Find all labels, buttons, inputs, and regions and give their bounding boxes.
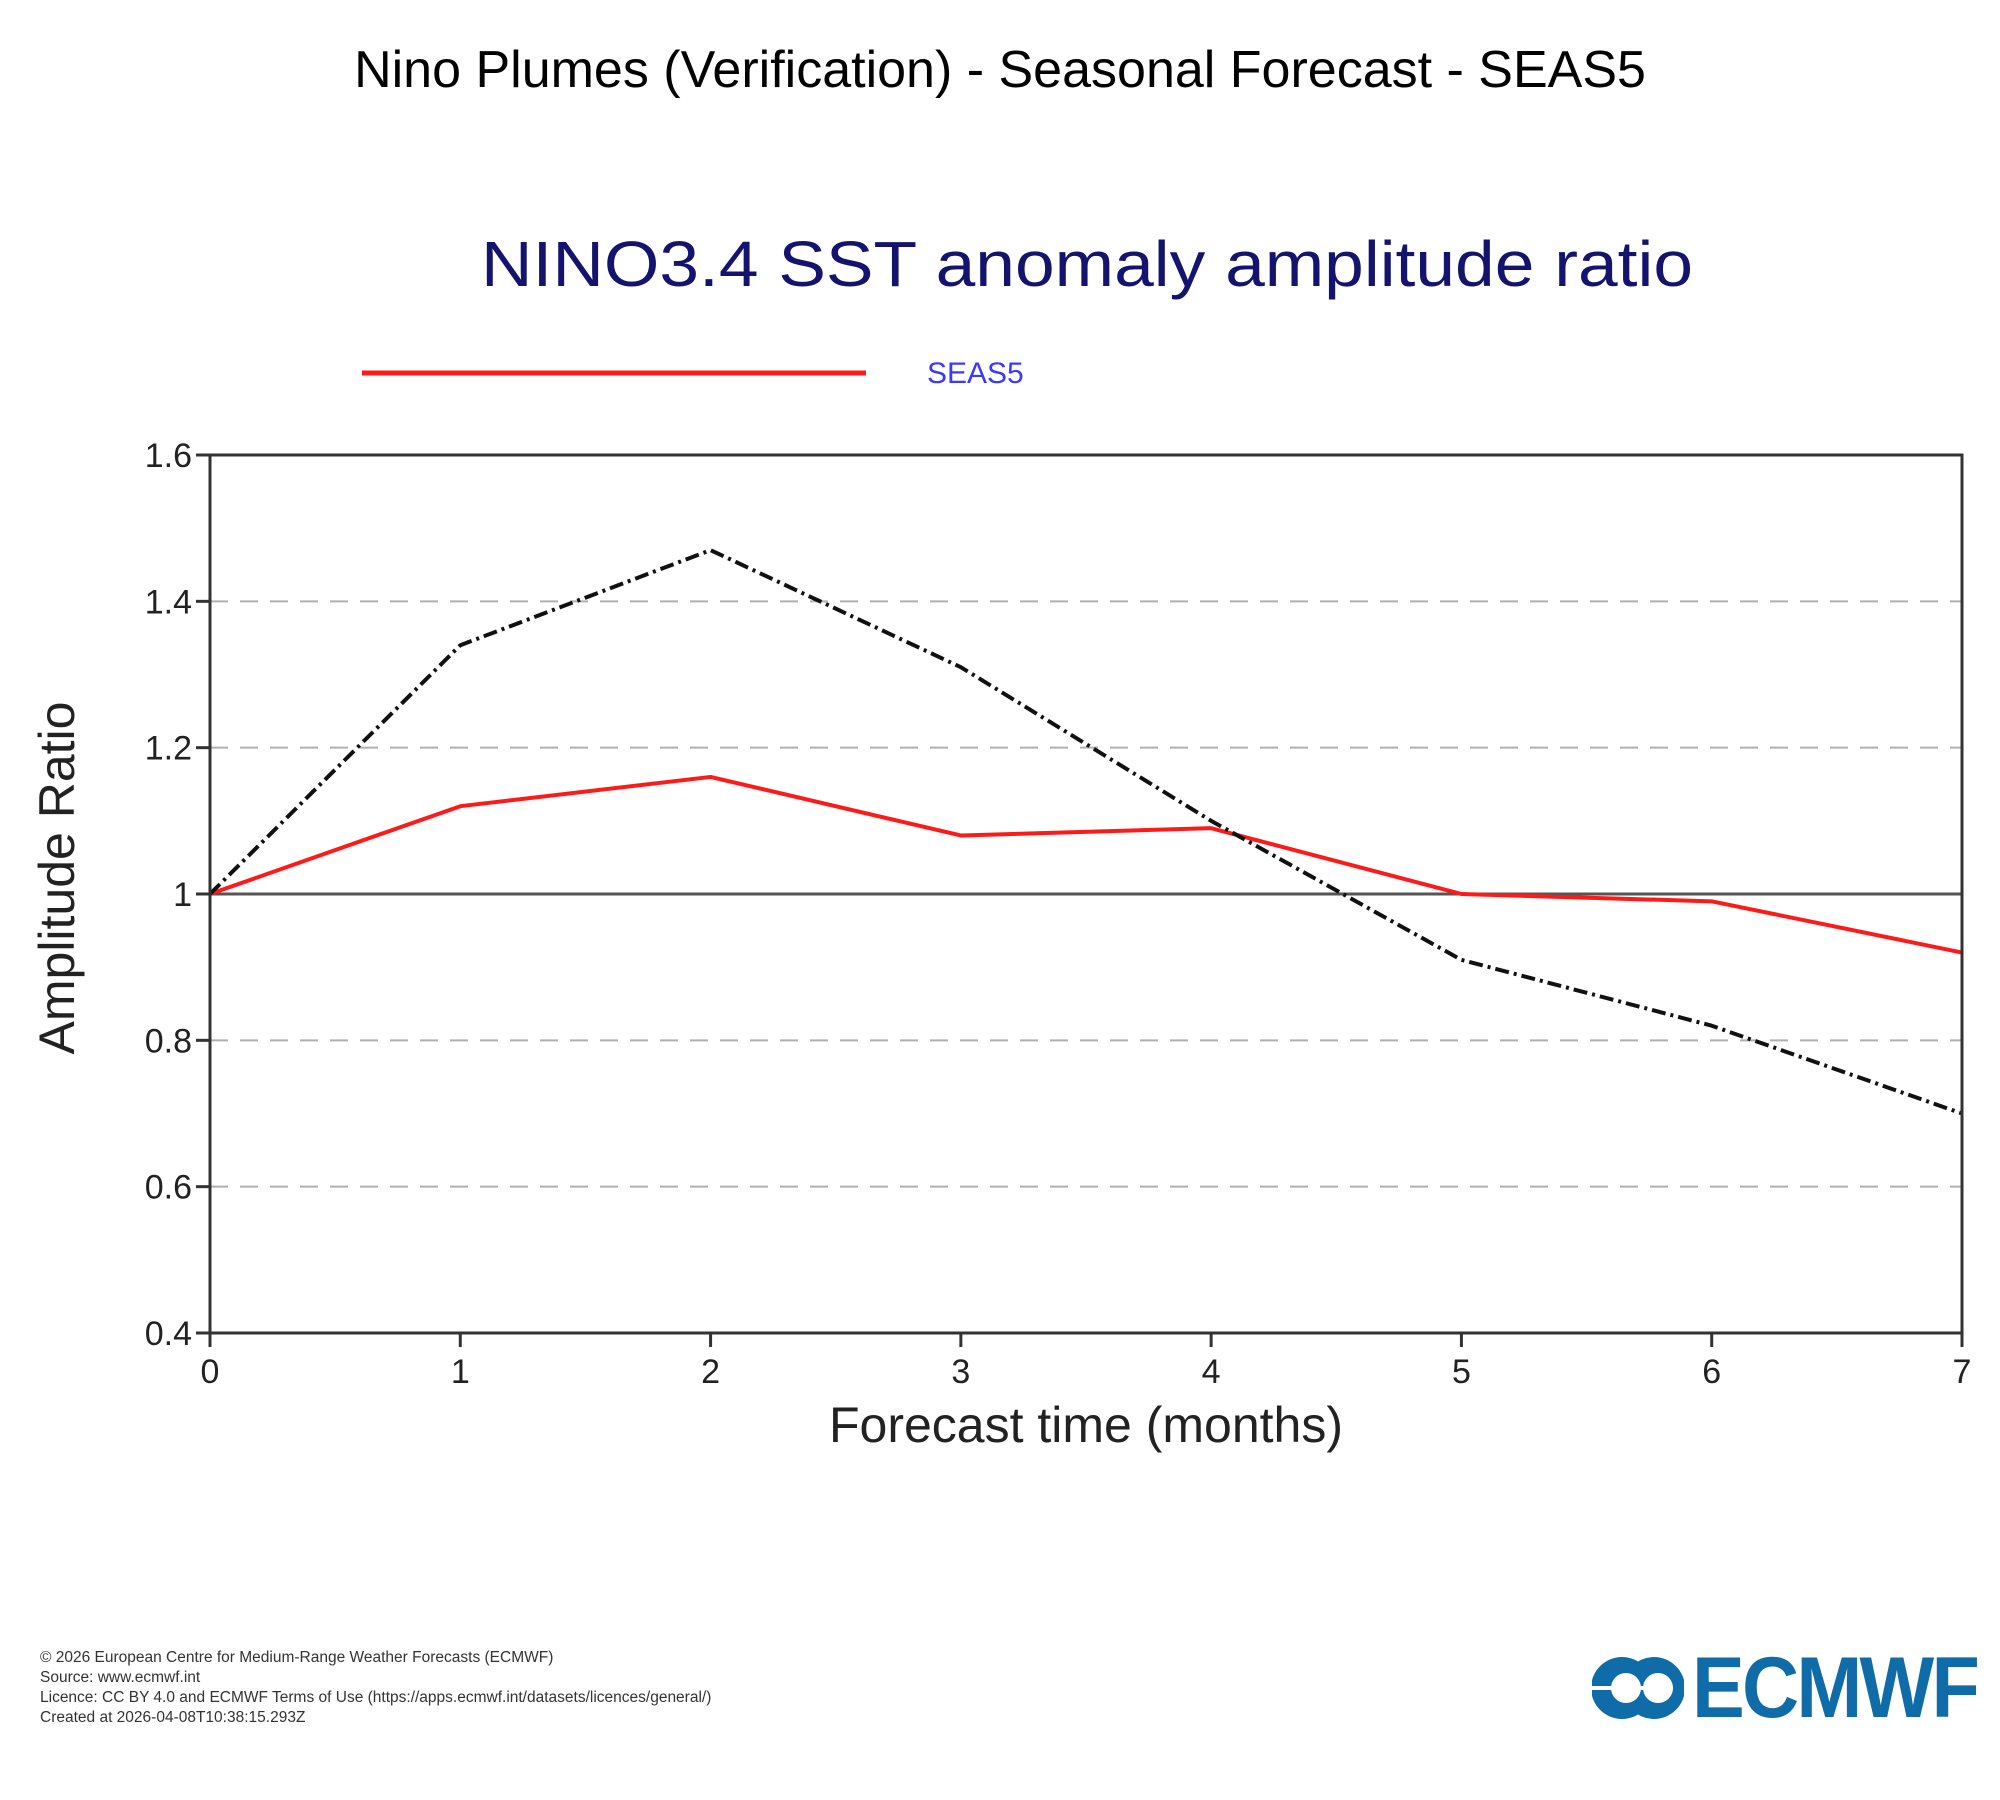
- licence-text: Licence: CC BY 4.0 and ECMWF Terms of Us…: [40, 1689, 712, 1706]
- chart: NINO3.4 SST anomaly amplitude ratio SEAS…: [29, 228, 1972, 1453]
- y-axis-ticks: 0.4 0.6 0.8 1 1.2 1.4 1.6: [145, 437, 210, 1353]
- ecmwf-logo: ECMWF: [1592, 1640, 2000, 1736]
- copyright-text: © 2026 European Centre for Medium-Range …: [40, 1649, 554, 1666]
- x-axis-label: Forecast time (months): [829, 1397, 1343, 1453]
- x-tick-label: 6: [1702, 1353, 1721, 1391]
- legend-label-seas5: SEAS5: [927, 357, 1024, 390]
- series-line-seas5: [209, 774, 1963, 955]
- y-tick-label: 1.4: [145, 583, 192, 621]
- x-tick-label: 1: [451, 1353, 470, 1391]
- y-axis-label: Amplitude Ratio: [29, 702, 85, 1055]
- source-text: Source: www.ecmwf.int: [40, 1669, 201, 1686]
- y-tick-label: 1: [173, 876, 192, 914]
- x-axis-ticks: 0 1 2 3 4 5 6 7: [201, 1333, 1972, 1391]
- x-tick-label: 5: [1452, 1353, 1471, 1391]
- y-tick-label: 1.2: [145, 730, 192, 768]
- footer: © 2026 European Centre for Medium-Range …: [40, 1648, 711, 1728]
- chart-title: NINO3.4 SST anomaly amplitude ratio: [481, 228, 1693, 300]
- x-tick-label: 4: [1202, 1353, 1221, 1391]
- gridlines: [210, 600, 1962, 1188]
- created-text: Created at 2026-04-08T10:38:15.293Z: [40, 1709, 306, 1726]
- series: [208, 548, 1963, 1116]
- x-tick-label: 7: [1953, 1353, 1972, 1391]
- y-tick-label: 1.6: [145, 437, 192, 475]
- y-tick-label: 0.8: [145, 1022, 192, 1060]
- y-tick-label: 0.4: [145, 1315, 192, 1353]
- logo-text: ECMWF: [1692, 1640, 1980, 1736]
- y-tick-label: 0.6: [145, 1169, 192, 1207]
- series-line-reference: [208, 548, 1963, 1116]
- ecmwf-logo-icon: [1592, 1657, 1684, 1719]
- legend: SEAS5: [362, 357, 1024, 390]
- page-title: Nino Plumes (Verification) - Seasonal Fo…: [354, 41, 1646, 99]
- x-tick-label: 3: [951, 1353, 970, 1391]
- x-tick-label: 0: [201, 1353, 220, 1391]
- x-tick-label: 2: [701, 1353, 720, 1391]
